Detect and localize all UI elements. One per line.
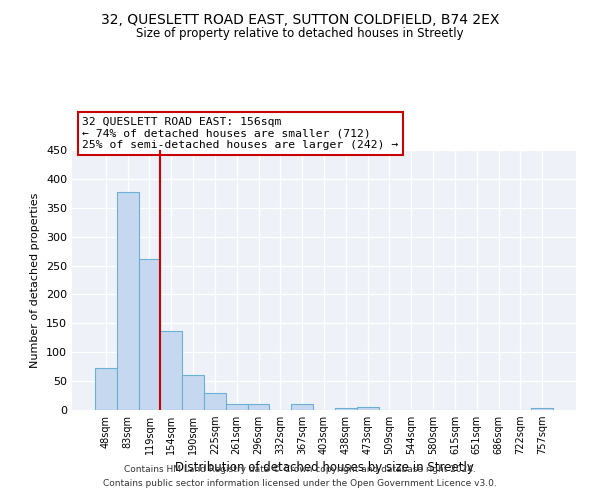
Text: 32 QUESLETT ROAD EAST: 156sqm
← 74% of detached houses are smaller (712)
25% of : 32 QUESLETT ROAD EAST: 156sqm ← 74% of d… — [82, 117, 398, 150]
Bar — [357, 407, 379, 410]
Bar — [291, 404, 313, 410]
Bar — [248, 404, 269, 410]
Bar — [117, 192, 139, 410]
Bar — [226, 404, 248, 410]
Bar — [160, 331, 182, 410]
Bar — [182, 376, 204, 410]
Bar — [335, 408, 357, 410]
Text: Size of property relative to detached houses in Streetly: Size of property relative to detached ho… — [136, 28, 464, 40]
Y-axis label: Number of detached properties: Number of detached properties — [31, 192, 40, 368]
X-axis label: Distribution of detached houses by size in Streetly: Distribution of detached houses by size … — [175, 462, 473, 474]
Bar — [531, 408, 553, 410]
Bar — [204, 393, 226, 410]
Text: Contains HM Land Registry data © Crown copyright and database right 2024.
Contai: Contains HM Land Registry data © Crown c… — [103, 466, 497, 487]
Text: 32, QUESLETT ROAD EAST, SUTTON COLDFIELD, B74 2EX: 32, QUESLETT ROAD EAST, SUTTON COLDFIELD… — [101, 12, 499, 26]
Bar — [139, 258, 160, 410]
Bar — [95, 368, 117, 410]
